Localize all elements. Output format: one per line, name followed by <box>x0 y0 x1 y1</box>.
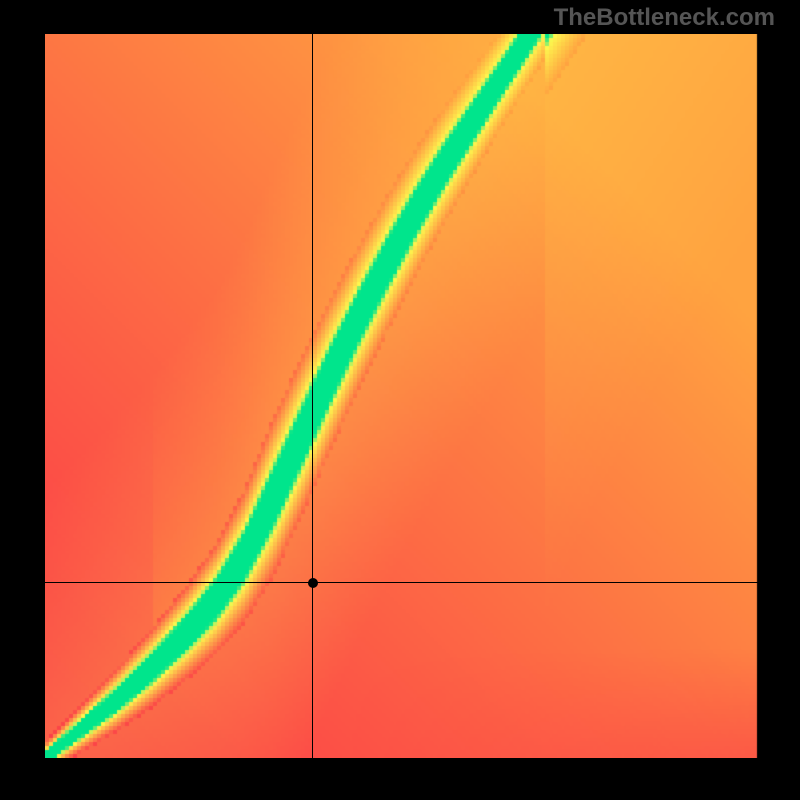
crosshair-vertical <box>312 34 313 758</box>
crosshair-point <box>308 578 318 588</box>
crosshair-horizontal <box>45 582 759 583</box>
watermark-text: TheBottleneck.com <box>554 4 775 32</box>
chart-container: TheBottleneck.com <box>0 0 800 800</box>
bottleneck-heatmap <box>45 34 759 758</box>
